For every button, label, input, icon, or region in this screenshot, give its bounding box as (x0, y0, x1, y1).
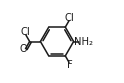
Text: Cl: Cl (20, 27, 30, 37)
Text: NH₂: NH₂ (74, 37, 93, 46)
Text: F: F (67, 60, 72, 70)
Text: O: O (19, 44, 27, 54)
Text: Cl: Cl (65, 13, 74, 23)
